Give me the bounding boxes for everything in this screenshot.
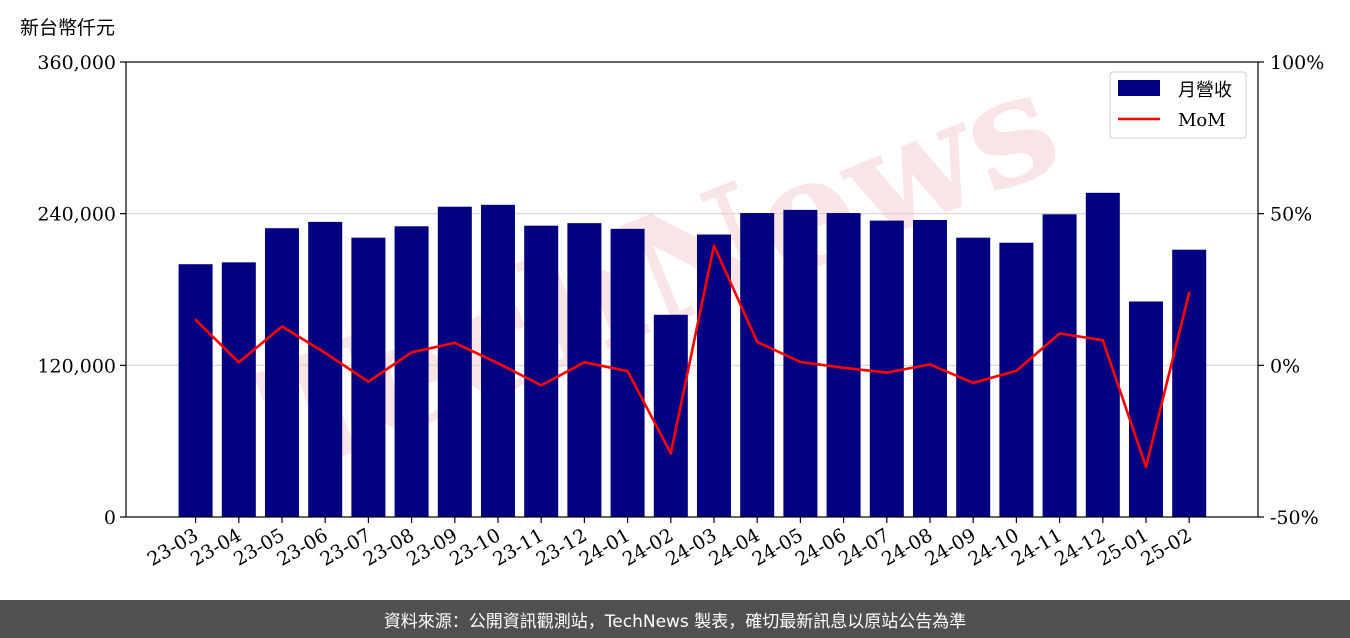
mom-point-24-09 — [972, 381, 975, 385]
plot-frame — [125, 61, 1259, 518]
bar-23-08 — [394, 226, 429, 518]
bar-23-12 — [567, 223, 602, 518]
y-right-tick-label: 0% — [1270, 355, 1300, 377]
bar-23-04 — [221, 262, 256, 517]
mom-point-24-12 — [1101, 338, 1105, 342]
y-right-tick-label: 100% — [1270, 52, 1324, 74]
mom-point-24-04 — [756, 340, 759, 344]
mom-point-23-12 — [583, 361, 586, 364]
mom-point-24-03 — [712, 244, 716, 247]
bar-23-07 — [351, 237, 386, 518]
legend: 月營收 MoM — [1109, 71, 1247, 139]
line-series — [194, 244, 1191, 469]
bar-23-09 — [437, 206, 472, 517]
chart: TechNews 0 120,000 240,000 360,000 -50% 0% 50%… — [20, 17, 1324, 571]
chart-svg: TechNews 0120,000240,000360,000-50%0%50%… — [20, 17, 1324, 571]
bar-23-10 — [481, 204, 515, 517]
bar-23-06 — [308, 221, 343, 517]
mom-point-24-07 — [885, 371, 888, 374]
mom-point-24-05 — [799, 360, 802, 364]
y-left-tick-label: 120,000 — [37, 355, 116, 377]
bar-24-10 — [999, 242, 1034, 517]
bar-25-02 — [1172, 249, 1207, 517]
bar-24-04 — [740, 213, 775, 517]
bar-23-03 — [178, 264, 213, 517]
mom-point-24-01 — [626, 369, 629, 373]
mom-point-24-02 — [669, 452, 672, 455]
footer-source-note: 資料來源：公開資訊觀測站，TechNews 製表，確切最新訊息以原站公告為準 — [0, 600, 1350, 638]
bar-24-11 — [1042, 214, 1077, 517]
mom-point-23-08 — [410, 351, 413, 354]
y-left-tick-label: 360,000 — [37, 52, 116, 74]
y-left-tick-label: 0 — [104, 507, 116, 529]
bar-23-11 — [524, 225, 559, 517]
x-tick-label: 25-02 — [1137, 524, 1195, 570]
legend-label-mom: MoM — [1178, 110, 1226, 131]
bar-series — [178, 192, 1207, 518]
bar-24-03 — [697, 234, 731, 518]
y-right-tick-label: -50% — [1270, 507, 1319, 529]
legend-swatch-bar — [1118, 80, 1160, 96]
mom-point-25-01 — [1144, 465, 1148, 469]
mom-point-23-07 — [367, 380, 370, 383]
mom-point-23-05 — [280, 325, 284, 328]
bar-24-12 — [1085, 192, 1120, 517]
mom-point-23-10 — [496, 362, 500, 365]
mom-point-24-08 — [928, 363, 932, 366]
footer-text: 資料來源：公開資訊觀測站，TechNews 製表，確切最新訊息以原站公告為準 — [383, 611, 967, 632]
mom-point-23-04 — [237, 361, 240, 364]
mom-point-24-11 — [1058, 332, 1061, 335]
y-right-tick-label: 50% — [1270, 204, 1312, 226]
mom-point-25-02 — [1188, 291, 1191, 294]
legend-label-revenue: 月營收 — [1178, 80, 1232, 101]
bar-23-05 — [265, 228, 299, 517]
mom-point-23-11 — [540, 384, 543, 387]
mom-point-23-03 — [194, 318, 197, 322]
bar-25-01 — [1129, 301, 1163, 517]
mom-line — [194, 244, 1191, 469]
y-unit-label: 新台幣仟元 — [20, 17, 115, 39]
mom-point-24-06 — [842, 366, 845, 369]
y-left-tick-label: 240,000 — [37, 204, 116, 226]
mom-point-23-06 — [324, 351, 327, 355]
bar-24-02 — [653, 314, 688, 517]
mom-point-24-10 — [1015, 369, 1018, 372]
mom-point-23-09 — [453, 341, 456, 345]
bar-24-07 — [869, 220, 904, 518]
